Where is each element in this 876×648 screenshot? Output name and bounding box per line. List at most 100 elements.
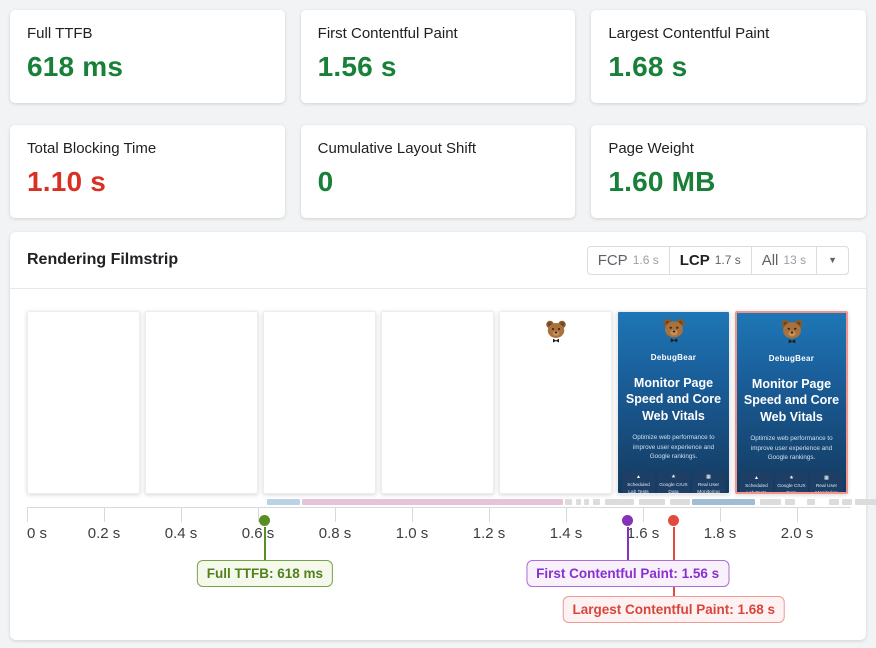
tab-all[interactable]: All 13 s <box>752 246 818 274</box>
bear-logo-icon <box>544 319 568 350</box>
badge-rum: ▦ Real User Monitoring <box>810 472 843 492</box>
filmstrip-frames: DebugBear Monitor Page Speed and Core We… <box>27 311 850 494</box>
largest-contentful-paint-marker-dot <box>668 515 680 526</box>
axis-tick <box>104 508 105 522</box>
request-segment <box>855 499 876 505</box>
monitoring-icon: ▦ <box>824 475 829 481</box>
metric-card-cls: Cumulative Layout Shift 0 <box>300 125 576 218</box>
tab-label: FCP <box>597 251 628 269</box>
tab-label: LCP <box>679 251 710 269</box>
axis-tick-label: 0 s <box>27 525 48 542</box>
axis-tick-label: 1.6 s <box>626 525 660 542</box>
crux-data-icon: ★ <box>671 474 676 480</box>
tab-lcp[interactable]: LCP 1.7 s <box>670 246 752 274</box>
axis-tick <box>643 508 644 522</box>
metric-label: Page Weight <box>608 140 694 157</box>
crux-data-icon: ★ <box>789 475 794 481</box>
badge-rum: ▦ Real User Monitoring <box>692 471 725 493</box>
request-segment <box>576 499 581 505</box>
lab-tests-icon: ▲ <box>754 475 759 481</box>
tab-value: 1.6 s <box>632 253 659 267</box>
tab-value: 1.7 s <box>714 253 741 267</box>
tab-value: 13 s <box>783 253 807 267</box>
badge-lab-tests: ▲ Scheduled Lab Tests <box>740 472 773 492</box>
metric-cards: Full TTFB 618 ms First Contentful Paint … <box>10 10 866 218</box>
axis-tick <box>720 508 721 522</box>
axis-tick-label: 2.0 s <box>780 525 814 542</box>
axis-tick <box>258 508 259 522</box>
axis-tick-label: 0.2 s <box>87 525 121 542</box>
filmstrip-frame-first-paint[interactable] <box>499 311 612 494</box>
metric-label: Largest Contentful Paint <box>608 25 770 42</box>
request-segment <box>760 499 781 505</box>
filmstrip-header: Rendering Filmstrip FCP 1.6 s LCP 1.7 s … <box>10 232 866 289</box>
axis-tick-label: 1.4 s <box>549 525 583 542</box>
request-segment <box>639 499 665 505</box>
metric-card-full-ttfb: Full TTFB 618 ms <box>10 10 285 103</box>
promo-brand: DebugBear <box>768 354 815 363</box>
first-contentful-paint-marker-dot <box>622 515 634 526</box>
filmstrip-frame-promo[interactable]: DebugBear Monitor Page Speed and Core We… <box>617 311 730 494</box>
promo-heading: Monitor Page Speed and Core Web Vitals <box>625 376 722 423</box>
first-contentful-paint-marker-label: First Contentful Paint: 1.56 s <box>526 560 730 587</box>
request-segment <box>565 499 572 505</box>
metric-label: Full TTFB <box>27 25 93 42</box>
promo-badges: ▲ Scheduled Lab Tests ★ Google CrUX Data ▦… <box>740 472 843 492</box>
badge-lab-tests: ▲ Scheduled Lab Tests <box>622 471 655 493</box>
request-segment <box>593 499 600 505</box>
request-segment <box>670 499 690 505</box>
timeline-axis: 0 s 0.2 s 0.4 s 0.6 s 0.8 s 1.0 s 1.2 s 1.4 s 1.… <box>27 507 851 638</box>
axis-tick <box>797 508 798 522</box>
tab-fcp[interactable]: FCP 1.6 s <box>588 246 670 274</box>
metric-card-lcp: Largest Contentful Paint 1.68 s <box>591 10 866 103</box>
axis-tick-label: 1.2 s <box>472 525 506 542</box>
axis-tick-label: 0.4 s <box>164 525 198 542</box>
axis-tick-label: 0.6 s <box>241 525 275 542</box>
filmstrip-frame-blank[interactable] <box>145 311 258 494</box>
filmstrip-range-tabs: FCP 1.6 s LCP 1.7 s All 13 s ▼ <box>586 245 849 275</box>
metric-value: 618 ms <box>27 51 124 82</box>
request-segment <box>605 499 634 505</box>
request-segment <box>267 499 300 505</box>
metric-value: 1.68 s <box>608 51 688 82</box>
promo-badges: ▲ Scheduled Lab Tests ★ Google CrUX Data ▦… <box>622 471 725 493</box>
largest-contentful-paint-marker-label: Largest Contentful Paint: 1.68 s <box>562 596 786 623</box>
metric-label: Total Blocking Time <box>27 140 157 157</box>
axis-tick <box>412 508 413 522</box>
request-waterfall-strip <box>27 499 876 505</box>
full-ttfb-marker-label: Full TTFB: 618 ms <box>196 560 334 587</box>
badge-crux-data: ★ Google CrUX Data <box>775 472 808 492</box>
filmstrip-body: DebugBear Monitor Page Speed and Core We… <box>10 289 876 638</box>
axis-tick <box>335 508 336 522</box>
monitoring-icon: ▦ <box>706 474 711 480</box>
filmstrip-frame-blank[interactable] <box>381 311 494 494</box>
bear-logo-icon <box>661 317 687 350</box>
request-segment <box>829 499 839 505</box>
request-segment <box>584 499 589 505</box>
tab-label: All <box>761 251 779 269</box>
metric-card-page-weight: Page Weight 1.60 MB <box>591 125 866 218</box>
axis-tick <box>566 508 567 522</box>
promo-screenshot: DebugBear Monitor Page Speed and Core We… <box>737 313 846 492</box>
metric-value: 1.10 s <box>27 166 107 197</box>
panel-title: Rendering Filmstrip <box>27 251 179 268</box>
request-segment <box>785 499 795 505</box>
request-segment <box>302 499 563 505</box>
filmstrip-frame-blank[interactable] <box>263 311 376 494</box>
metric-value: 1.56 s <box>317 51 397 82</box>
axis-tick-label: 1.8 s <box>703 525 737 542</box>
chevron-down-icon[interactable]: ▼ <box>828 255 837 265</box>
promo-body: Optimize web performance to improve user… <box>750 434 833 462</box>
filmstrip-frame-blank[interactable] <box>27 311 140 494</box>
badge-crux-data: ★ Google CrUX Data <box>657 471 690 493</box>
filmstrip-frame-promo-lcp[interactable]: DebugBear Monitor Page Speed and Core We… <box>735 311 848 494</box>
metric-card-fcp: First Contentful Paint 1.56 s <box>300 10 576 103</box>
promo-heading: Monitor Page Speed and Core Web Vitals <box>743 377 840 424</box>
metric-value: 1.60 MB <box>608 166 716 197</box>
axis-tick <box>27 508 28 522</box>
axis-tick-label: 0.8 s <box>318 525 352 542</box>
full-ttfb-marker-dot <box>259 515 271 526</box>
axis-tick <box>181 508 182 522</box>
promo-body: Optimize web performance to improve user… <box>632 433 715 461</box>
